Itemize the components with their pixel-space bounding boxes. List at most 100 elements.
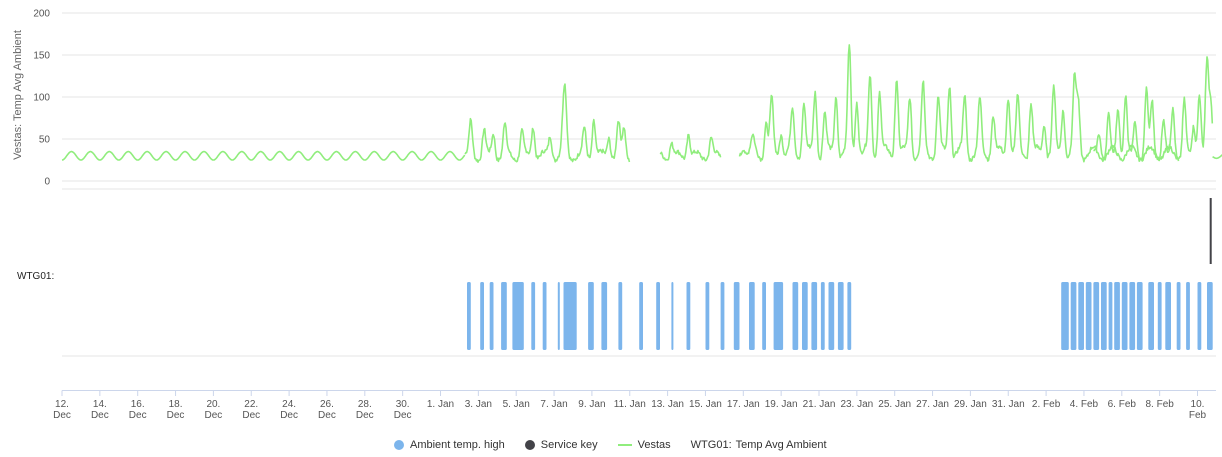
x-tick-label: 25. Jan	[878, 399, 911, 410]
vestas-series[interactable]	[61, 44, 1222, 163]
ambient-temp-high-bar	[467, 282, 471, 350]
ambient-temp-high-bar	[671, 282, 674, 350]
service-key-dot-icon	[524, 440, 535, 450]
x-tick-label: 6. Feb	[1108, 399, 1137, 410]
x-tick-label: Dec	[167, 410, 185, 421]
legend-item-service-key[interactable]: Service key	[524, 439, 598, 451]
ambient-temp-high-bar	[820, 282, 825, 350]
x-tick-label: 30.	[396, 399, 410, 410]
vestas-line-segment	[61, 150, 466, 161]
legend-label: Ambient temp. high	[410, 439, 505, 451]
gridlines	[62, 12, 1216, 182]
x-tick-label: 15. Jan	[689, 399, 722, 410]
x-tick-label: 16.	[131, 399, 145, 410]
ambient-temp-high-bar	[1197, 282, 1202, 350]
x-tick-label: Dec	[53, 410, 71, 421]
vestas-line-segment	[1212, 154, 1222, 160]
ambient-temp-high-bar	[792, 282, 799, 350]
legend-item-temp-avg-ambient[interactable]: WTG01: Temp Avg Ambient	[691, 439, 827, 451]
x-tick-label: Dec	[280, 410, 298, 421]
x-tick-label: 20.	[206, 399, 220, 410]
vestas-line-segment	[659, 133, 722, 162]
y-tick-label: 100	[33, 93, 50, 104]
x-tick-label: 26.	[320, 399, 334, 410]
ambient-temp-high-bar	[501, 282, 507, 350]
ambient-temp-high-bar	[1085, 282, 1092, 350]
legend-item-vestas[interactable]: Vestas	[617, 439, 671, 451]
ambient-temp-high-bar	[588, 282, 594, 350]
ambient-temp-high-bar	[828, 282, 835, 350]
ambient-temp-high-bar	[811, 282, 818, 350]
x-tick-label: 11. Jan	[614, 399, 646, 410]
x-tick-label: 31. Jan	[992, 399, 1025, 410]
ambient-temp-high-bar	[656, 282, 660, 350]
ambient-temp-high-bar	[1157, 282, 1162, 350]
x-tick-label: 3. Jan	[465, 399, 492, 410]
legend-label: Vestas	[637, 439, 671, 451]
legend-label: Temp Avg Ambient	[735, 439, 827, 451]
x-tick-label: Feb	[1189, 410, 1207, 421]
x-tick-label: Dec	[91, 410, 109, 421]
ambient-temp-high-bar	[1129, 282, 1136, 350]
x-tick-label: 29. Jan	[954, 399, 987, 410]
vestas-line-segment	[464, 83, 631, 163]
x-tick-label: 28.	[358, 399, 372, 410]
ambient-temp-high-bar	[557, 282, 560, 350]
x-tick-label: 8. Feb	[1145, 399, 1174, 410]
x-tick-label: 12.	[55, 399, 69, 410]
x-tick-label: 13. Jan	[651, 399, 684, 410]
ambient-temp-high-bar	[686, 282, 691, 350]
ambient-temp-high-bar	[639, 282, 643, 350]
x-tick-label: 21. Jan	[803, 399, 836, 410]
y-tick-label: 50	[39, 135, 51, 146]
x-tick-label: Dec	[356, 410, 374, 421]
y-axis: 0 50 100 150 200	[33, 9, 50, 188]
ambient-temp-high-bar	[1070, 282, 1077, 350]
x-tick-label: 22.	[244, 399, 258, 410]
x-tick-label: 24.	[282, 399, 296, 410]
ambient-temp-high-bar	[847, 282, 852, 350]
legend-item-ambient-temp-high[interactable]: Ambient temp. high	[394, 439, 505, 451]
service-key-series[interactable]	[1209, 198, 1212, 264]
legend: Ambient temp. high Service key Vestas WT…	[394, 437, 827, 453]
x-axis: 12.Dec14.Dec16.Dec18.Dec20.Dec22.Dec24.D…	[53, 390, 1216, 421]
x-tick-label: Dec	[242, 410, 260, 421]
ambient-temp-high-bar	[542, 282, 547, 350]
service-key-marker	[1209, 198, 1212, 264]
vestas-line-segment	[738, 44, 1180, 163]
x-tick-label: 2. Feb	[1032, 399, 1061, 410]
ambient-temp-high-bar	[601, 282, 608, 350]
x-tick-label: 19. Jan	[765, 399, 798, 410]
ambient-temp-high-series[interactable]	[467, 282, 1213, 350]
x-tick-label: 14.	[93, 399, 107, 410]
ambient-temp-high-bar	[1136, 282, 1143, 350]
legend-prefix: WTG01:	[690, 439, 732, 451]
ambient-temp-high-bar	[531, 282, 536, 350]
y-axis-title: Vestas: Temp Avg Ambient	[12, 30, 24, 160]
ambient-temp-high-bar	[1121, 282, 1128, 350]
vestas-line-icon	[617, 444, 632, 446]
x-tick-label: 18.	[169, 399, 183, 410]
x-tick-label: 4. Feb	[1070, 399, 1099, 410]
x-tick-label: 5. Jan	[503, 399, 530, 410]
lane-label: WTG01:	[17, 271, 54, 282]
ambient-temp-high-bar	[563, 282, 577, 350]
vestas-line-segment	[1093, 56, 1214, 162]
ambient-temp-high-bar	[1101, 282, 1107, 350]
ambient-temp-high-bar	[1061, 282, 1069, 350]
ambient-temp-high-bar	[512, 282, 524, 350]
ambient-temp-high-bar	[1176, 282, 1181, 350]
x-tick-label: Dec	[394, 410, 412, 421]
x-tick-label: 17. Jan	[727, 399, 760, 410]
x-tick-label: 9. Jan	[578, 399, 605, 410]
legend-label: Service key	[540, 439, 598, 451]
x-tick-label: 1. Jan	[427, 399, 454, 410]
ambient-temp-high-bar	[1108, 282, 1113, 350]
ambient-temp-high-dot-icon	[394, 440, 404, 450]
ambient-temp-high-bar	[1186, 282, 1190, 350]
x-tick-label: 23. Jan	[840, 399, 873, 410]
x-tick-label: Dec	[318, 410, 336, 421]
y-tick-label: 150	[33, 51, 50, 62]
ambient-temp-high-bar	[1148, 282, 1154, 350]
y-tick-label: 0	[44, 177, 50, 188]
